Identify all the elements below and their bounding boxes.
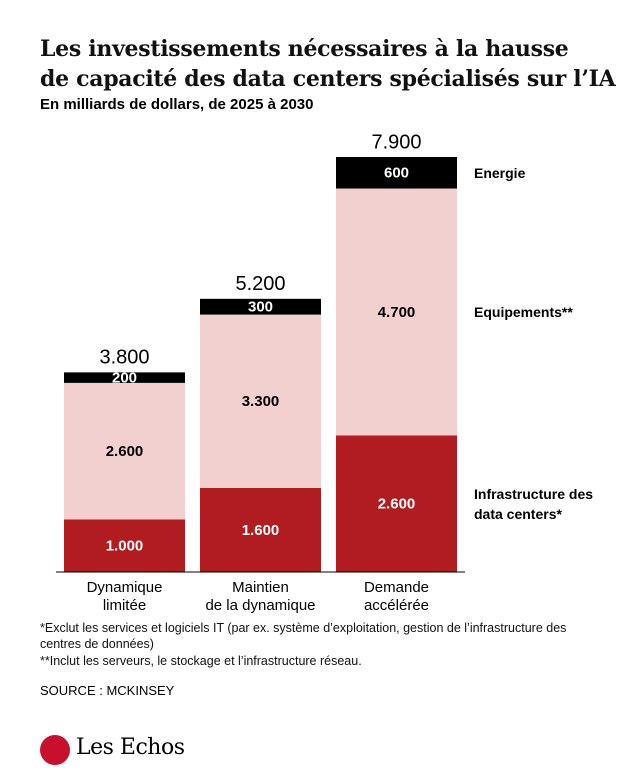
- bar-segment: [200, 487, 321, 572]
- logo-icon: [40, 735, 70, 765]
- value-label: 200: [112, 370, 137, 387]
- bar-segment: [336, 435, 457, 572]
- footnote: **Inclut les serveurs, le stockage et l’…: [40, 654, 362, 668]
- bar-segment: [64, 382, 185, 520]
- total-label: 7.900: [371, 131, 421, 153]
- x-tick-label: Maintien de la dynamique: [205, 579, 315, 614]
- bar-segment: [64, 519, 185, 572]
- x-tick-label: Dynamique limitée: [87, 579, 163, 614]
- value-label: 1.000: [106, 538, 144, 555]
- total-label: 5.200: [235, 273, 285, 295]
- bar-segment: [200, 314, 321, 488]
- footnote: *Exclut les services et logiciels IT (pa…: [40, 621, 567, 651]
- x-tick-label-line: Maintien: [232, 579, 289, 596]
- x-tick-label-line: limitée: [103, 597, 146, 614]
- x-tick-label: Demande accélérée: [364, 579, 429, 614]
- value-label: 300: [248, 299, 273, 316]
- x-tick-label-line: Dynamique: [87, 579, 163, 596]
- logo: Les Echos: [76, 735, 185, 760]
- value-label: 1.600: [242, 522, 280, 539]
- bar-segment: [64, 372, 185, 383]
- legend-label: Infrastructure des data centers*: [474, 485, 594, 522]
- value-label: 4.700: [378, 304, 416, 321]
- value-label: 2.600: [106, 443, 144, 460]
- x-tick-label-line: accélérée: [364, 597, 429, 614]
- x-tick-label-line: Demande: [364, 579, 429, 596]
- bar-segment: [336, 188, 457, 436]
- x-tick-label-line: de la dynamique: [205, 597, 315, 614]
- chart-title: Les investissements nécessaires à la hau…: [40, 36, 569, 62]
- source: SOURCE : MCKINSEY: [40, 683, 175, 698]
- total-label: 3.800: [99, 347, 149, 369]
- legend-label: Energie: [474, 164, 526, 181]
- subtitle: En milliards de dollars, de 2025 à 2030: [40, 96, 314, 113]
- bar-segment: [336, 157, 457, 189]
- value-label: 600: [384, 165, 409, 182]
- bar-segment: [200, 298, 321, 315]
- value-label: 3.300: [242, 393, 280, 410]
- chart-title: de capacité des data centers spécialisés…: [40, 66, 616, 92]
- legend-label: Equipements**: [474, 303, 573, 320]
- value-label: 2.600: [378, 496, 416, 513]
